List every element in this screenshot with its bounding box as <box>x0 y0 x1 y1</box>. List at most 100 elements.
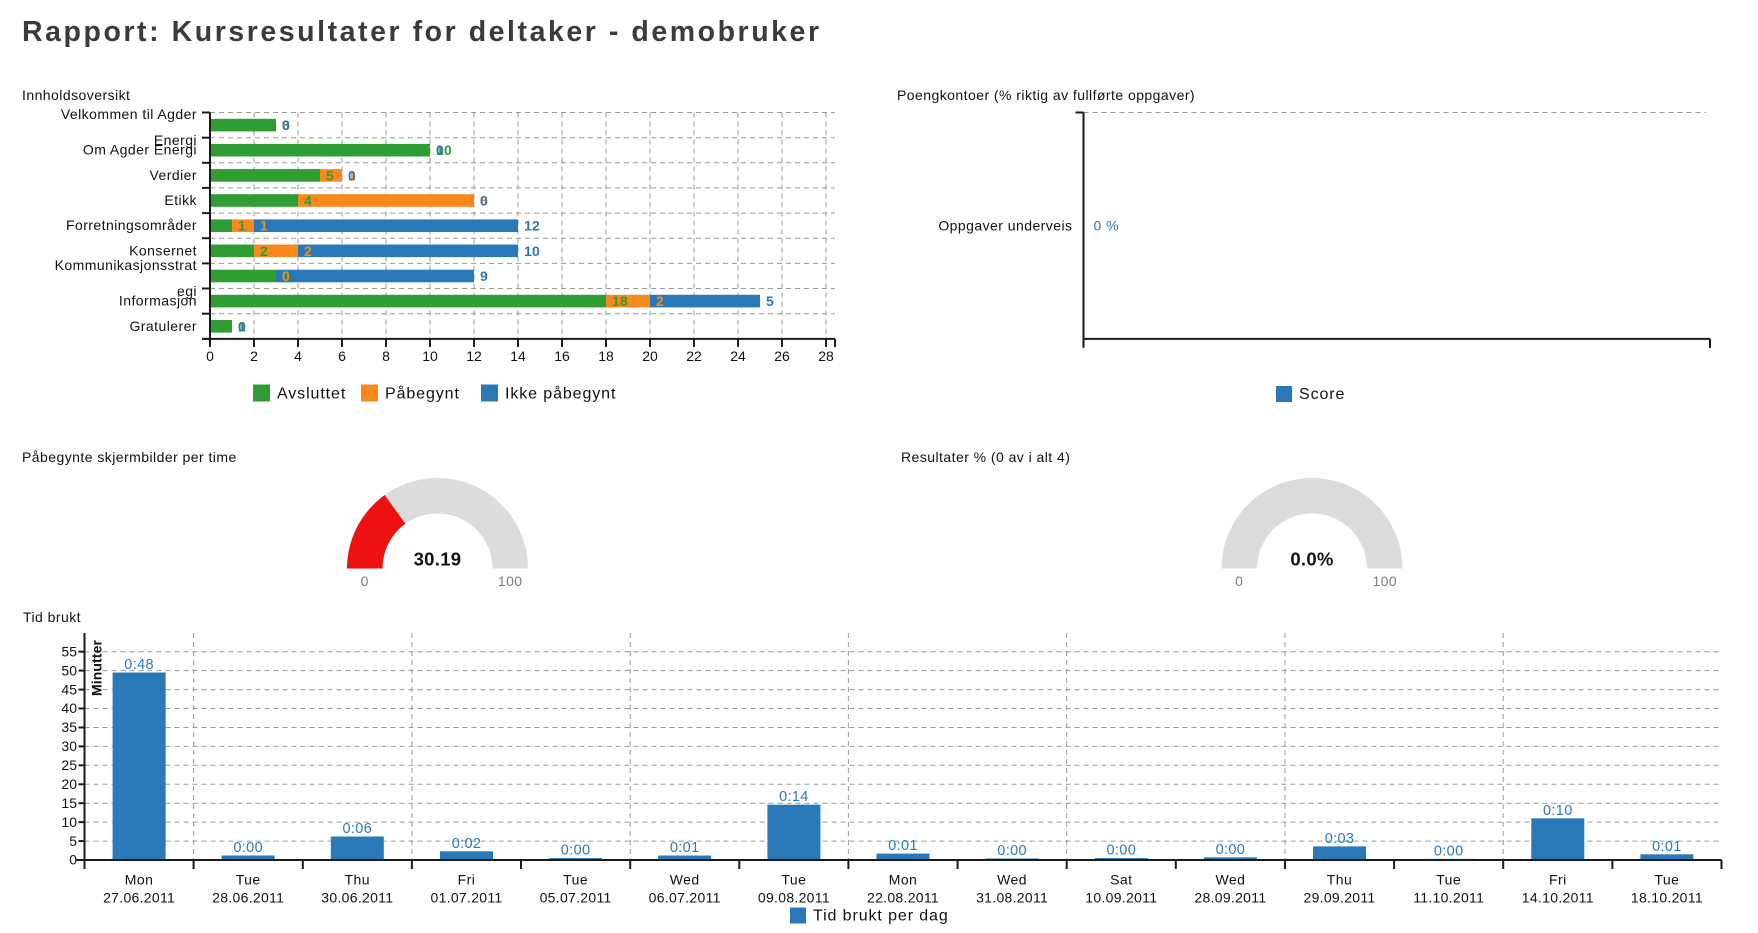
svg-text:11.10.2011: 11.10.2011 <box>1413 890 1484 906</box>
svg-text:20: 20 <box>61 776 77 792</box>
svg-text:1: 1 <box>238 218 246 234</box>
svg-text:Tid brukt: Tid brukt <box>23 609 81 625</box>
svg-text:0:03: 0:03 <box>1325 831 1355 847</box>
svg-text:3: 3 <box>282 268 290 284</box>
svg-text:8: 8 <box>480 193 488 209</box>
svg-text:Om Agder Energi: Om Agder Energi <box>83 142 197 158</box>
svg-text:Tue: Tue <box>236 872 261 888</box>
svg-text:0: 0 <box>436 142 444 158</box>
svg-text:Forretningsområder: Forretningsområder <box>66 217 197 233</box>
svg-text:12: 12 <box>524 218 540 234</box>
svg-text:12: 12 <box>466 348 482 364</box>
svg-text:Wed: Wed <box>670 872 700 888</box>
svg-text:0: 0 <box>1235 573 1243 589</box>
svg-text:0: 0 <box>480 193 488 209</box>
svg-text:Informasjon: Informasjon <box>119 293 197 309</box>
svg-text:18: 18 <box>612 293 628 309</box>
svg-text:26: 26 <box>774 348 790 364</box>
svg-text:18: 18 <box>598 348 614 364</box>
svg-text:Resultater % (0 av i alt 4): Resultater % (0 av i alt 4) <box>901 449 1070 465</box>
svg-text:10: 10 <box>436 142 452 158</box>
svg-text:Thu: Thu <box>1327 872 1352 888</box>
svg-text:10: 10 <box>422 348 438 364</box>
svg-text:Minutter: Minutter <box>89 640 105 696</box>
svg-text:0: 0 <box>206 348 214 364</box>
svg-text:31.08.2011: 31.08.2011 <box>976 890 1048 906</box>
svg-text:Tid brukt per dag: Tid brukt per dag <box>813 908 949 925</box>
svg-text:29.09.2011: 29.09.2011 <box>1303 890 1375 906</box>
svg-text:2: 2 <box>656 293 664 309</box>
svg-text:0:00: 0:00 <box>997 843 1027 859</box>
svg-text:Mon: Mon <box>125 872 154 888</box>
svg-text:Verdier: Verdier <box>149 167 197 183</box>
svg-text:Tue: Tue <box>1654 872 1679 888</box>
svg-text:Oppgaver underveis: Oppgaver underveis <box>938 218 1072 234</box>
svg-text:Wed: Wed <box>997 872 1027 888</box>
svg-text:Kommunikasjonsstrat: Kommunikasjonsstrat <box>55 257 197 273</box>
svg-text:Velkommen til Agder: Velkommen til Agder <box>61 106 197 122</box>
svg-text:0:48: 0:48 <box>124 657 154 673</box>
svg-text:35: 35 <box>61 719 77 735</box>
svg-text:18.10.2011: 18.10.2011 <box>1631 890 1703 906</box>
svg-text:Ikke påbegynt: Ikke påbegynt <box>505 385 616 403</box>
svg-text:0: 0 <box>282 268 290 284</box>
svg-text:3: 3 <box>282 117 290 133</box>
svg-text:2: 2 <box>260 243 268 259</box>
svg-text:28: 28 <box>818 348 834 364</box>
svg-text:10.09.2011: 10.09.2011 <box>1085 890 1157 906</box>
svg-text:Konsernet: Konsernet <box>129 242 197 258</box>
svg-text:30.06.2011: 30.06.2011 <box>321 890 393 906</box>
svg-text:0:00: 0:00 <box>233 840 263 856</box>
svg-text:30.19: 30.19 <box>414 549 462 570</box>
svg-text:Fri: Fri <box>1549 872 1567 888</box>
svg-text:0: 0 <box>282 117 290 133</box>
svg-text:1: 1 <box>348 167 356 183</box>
svg-text:8: 8 <box>382 348 390 364</box>
svg-text:0: 0 <box>238 318 246 334</box>
svg-text:Påbegynte skjermbilder per tim: Påbegynte skjermbilder per time <box>22 449 237 465</box>
svg-text:50: 50 <box>61 662 77 678</box>
svg-text:Mon: Mon <box>889 872 918 888</box>
svg-text:100: 100 <box>1372 573 1397 589</box>
svg-text:0:00: 0:00 <box>561 843 591 859</box>
svg-text:0: 0 <box>361 573 369 589</box>
svg-text:2: 2 <box>250 348 258 364</box>
svg-text:0:00: 0:00 <box>1434 843 1464 859</box>
svg-text:0:01: 0:01 <box>1652 839 1682 855</box>
svg-text:28.06.2011: 28.06.2011 <box>212 890 284 906</box>
svg-text:Etikk: Etikk <box>164 192 197 208</box>
svg-text:16: 16 <box>554 348 570 364</box>
svg-text:40: 40 <box>61 700 77 716</box>
svg-text:Tue: Tue <box>563 872 588 888</box>
svg-text:Avsluttet: Avsluttet <box>277 386 346 403</box>
svg-text:0:01: 0:01 <box>888 838 918 854</box>
svg-text:Tue: Tue <box>781 872 806 888</box>
svg-text:06.07.2011: 06.07.2011 <box>649 890 721 906</box>
svg-text:0:00: 0:00 <box>1106 843 1136 859</box>
svg-text:01.07.2011: 01.07.2011 <box>430 890 502 906</box>
svg-text:10: 10 <box>61 814 77 830</box>
svg-text:0:14: 0:14 <box>779 789 809 805</box>
svg-text:10: 10 <box>524 243 540 259</box>
svg-text:Fri: Fri <box>458 872 476 888</box>
svg-text:0:02: 0:02 <box>452 836 482 852</box>
svg-text:1: 1 <box>238 318 246 334</box>
svg-text:15: 15 <box>61 795 77 811</box>
svg-text:25: 25 <box>61 757 77 773</box>
svg-text:0:10: 0:10 <box>1543 803 1573 819</box>
svg-text:Thu: Thu <box>345 872 370 888</box>
svg-text:30: 30 <box>61 738 77 754</box>
svg-text:0:00: 0:00 <box>1216 842 1246 858</box>
svg-text:9: 9 <box>480 268 488 284</box>
svg-text:0:01: 0:01 <box>670 840 700 856</box>
svg-text:0 %: 0 % <box>1094 218 1119 234</box>
svg-text:Poengkontoer (% riktig av full: Poengkontoer (% riktig av fullførte oppg… <box>897 87 1195 103</box>
svg-text:4: 4 <box>294 348 302 364</box>
svg-text:0: 0 <box>348 167 356 183</box>
svg-text:5: 5 <box>69 833 77 849</box>
svg-text:2: 2 <box>304 243 312 259</box>
svg-text:27.06.2011: 27.06.2011 <box>103 890 175 906</box>
svg-text:6: 6 <box>338 348 346 364</box>
svg-text:100: 100 <box>498 573 523 589</box>
svg-text:Score: Score <box>1299 386 1345 403</box>
